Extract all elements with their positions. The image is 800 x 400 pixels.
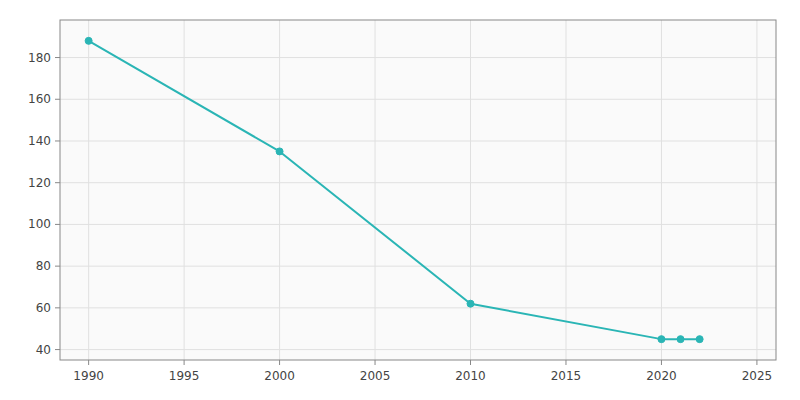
- y-grid-line: [60, 57, 776, 58]
- point: [658, 336, 665, 343]
- y-tick: [55, 182, 60, 183]
- y-grid-line: [60, 307, 776, 308]
- plot-frame: [60, 20, 776, 360]
- x-tick: [375, 360, 376, 365]
- chart-container: 1990 1995 2000 2005 2010 2015 2020 2025 40 60 80 10…: [0, 0, 800, 400]
- y-tick-label: 120: [28, 176, 51, 190]
- y-tick-label: 180: [28, 51, 51, 65]
- y-tick-label: 80: [36, 259, 51, 273]
- y-tick-label: 160: [28, 92, 51, 106]
- point: [696, 336, 703, 343]
- x-grid-line: [184, 20, 185, 360]
- x-tick: [88, 360, 89, 365]
- x-tick-label: 1995: [169, 369, 200, 383]
- x-grid-line: [88, 20, 89, 360]
- y-tick: [55, 224, 60, 225]
- point: [467, 300, 474, 307]
- y-grid-line: [60, 266, 776, 267]
- point: [85, 37, 92, 44]
- y-tick: [55, 349, 60, 350]
- grid: [55, 20, 776, 365]
- y-tick: [55, 140, 60, 141]
- y-grid-line: [60, 99, 776, 100]
- x-tick-label: 2020: [646, 369, 677, 383]
- x-tick: [279, 360, 280, 365]
- chart-svg: 1990 1995 2000 2005 2010 2015 2020 2025 40 60 80 10…: [0, 0, 800, 400]
- plot-background: [60, 20, 776, 360]
- y-grid-line: [60, 140, 776, 141]
- page: {"chart_data": {"type": "line", "x": [19…: [0, 0, 800, 400]
- x-grid-line: [279, 20, 280, 360]
- y-tick-label: 100: [28, 217, 51, 231]
- y-tick-label: 40: [36, 343, 51, 357]
- data-layer: [85, 37, 703, 342]
- y-tick-label: 140: [28, 134, 51, 148]
- y-tick: [55, 57, 60, 58]
- x-tick-label: 2000: [264, 369, 295, 383]
- point: [276, 148, 283, 155]
- y-tick: [55, 99, 60, 100]
- line: [89, 41, 700, 339]
- x-tick-label: 2025: [742, 369, 773, 383]
- y-grid-line: [60, 349, 776, 350]
- x-tick: [184, 360, 185, 365]
- y-tick: [55, 266, 60, 267]
- x-tick-label: 2010: [455, 369, 486, 383]
- y-tick: [55, 307, 60, 308]
- y-grid-line: [60, 182, 776, 183]
- tick-labels: 1990 1995 2000 2005 2010 2015 2020 2025 40 60 80 10…: [28, 51, 772, 383]
- x-tick-label: 2005: [360, 369, 391, 383]
- x-grid-line: [756, 20, 757, 360]
- x-tick: [661, 360, 662, 365]
- x-tick: [565, 360, 566, 365]
- x-grid-line: [661, 20, 662, 360]
- x-grid-line: [470, 20, 471, 360]
- x-tick-label: 1990: [73, 369, 104, 383]
- x-grid-line: [375, 20, 376, 360]
- x-tick: [756, 360, 757, 365]
- y-grid-line: [60, 224, 776, 225]
- x-tick: [470, 360, 471, 365]
- x-tick-label: 2015: [551, 369, 582, 383]
- point: [677, 336, 684, 343]
- x-grid-line: [565, 20, 566, 360]
- y-tick-label: 60: [36, 301, 51, 315]
